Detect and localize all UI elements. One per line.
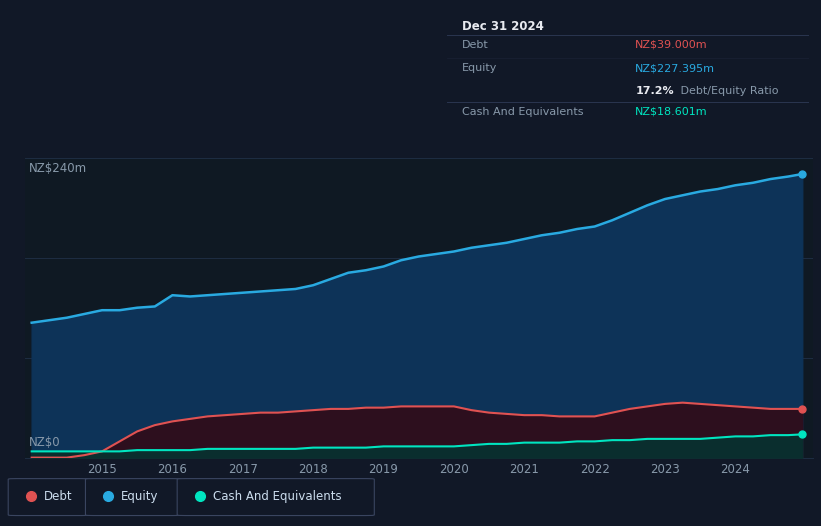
FancyBboxPatch shape: [85, 479, 181, 515]
Text: NZ$39.000m: NZ$39.000m: [635, 40, 708, 50]
Text: Cash And Equivalents: Cash And Equivalents: [462, 107, 584, 117]
Text: NZ$240m: NZ$240m: [29, 163, 87, 175]
Text: Equity: Equity: [462, 63, 498, 73]
Text: Cash And Equivalents: Cash And Equivalents: [213, 490, 342, 503]
Text: Equity: Equity: [121, 490, 158, 503]
Text: Debt: Debt: [44, 490, 72, 503]
Text: Debt/Equity Ratio: Debt/Equity Ratio: [677, 86, 778, 96]
FancyBboxPatch shape: [177, 479, 374, 515]
Text: NZ$18.601m: NZ$18.601m: [635, 107, 708, 117]
Text: Debt: Debt: [462, 40, 488, 50]
FancyBboxPatch shape: [8, 479, 89, 515]
Text: NZ$227.395m: NZ$227.395m: [635, 63, 715, 73]
Text: NZ$0: NZ$0: [29, 436, 60, 449]
Text: 17.2%: 17.2%: [635, 86, 674, 96]
Text: Dec 31 2024: Dec 31 2024: [462, 20, 544, 33]
